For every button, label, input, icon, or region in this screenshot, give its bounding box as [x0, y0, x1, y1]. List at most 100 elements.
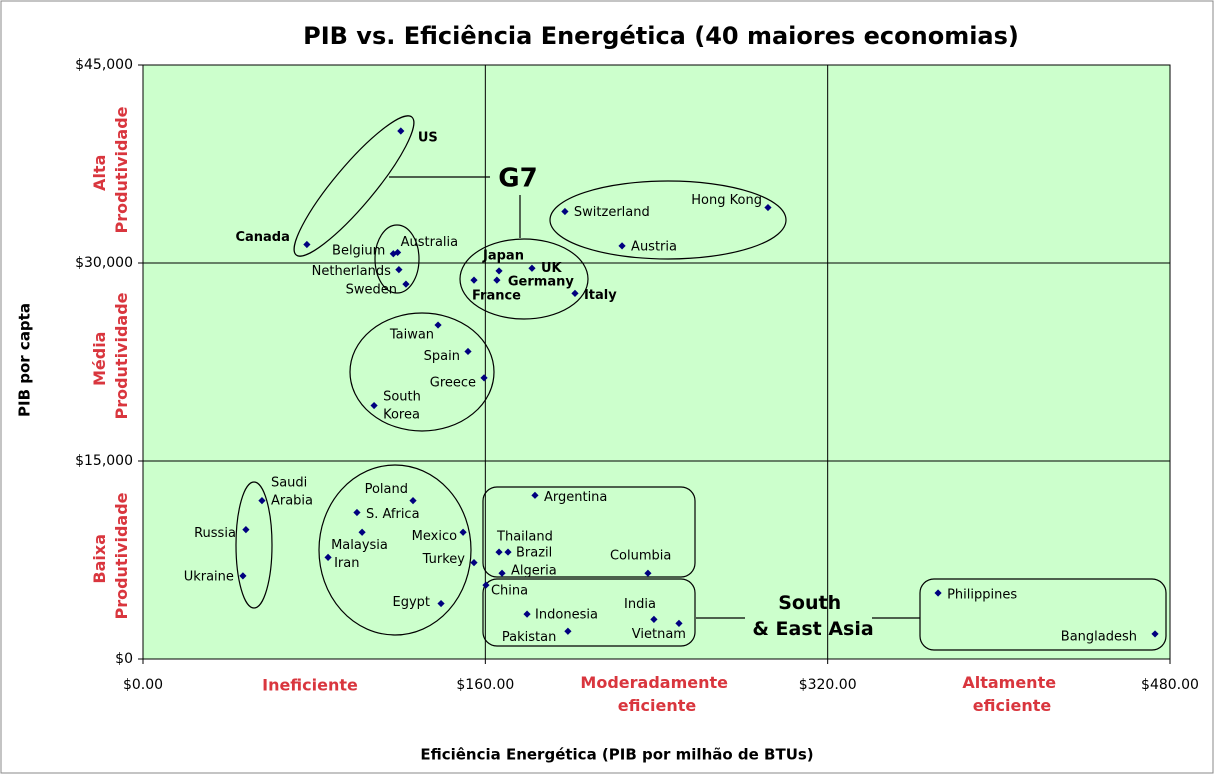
- point-label: Mexico: [412, 529, 457, 544]
- efficiency-label: Altamente eficiente: [962, 673, 1061, 715]
- point-label: Sweden: [346, 283, 397, 298]
- point-label: UK: [541, 261, 563, 276]
- point: [459, 528, 467, 536]
- productivity-label: Baixa Produtividade: [90, 492, 131, 619]
- outline: [293, 115, 415, 257]
- point: [437, 599, 445, 608]
- outline: [482, 578, 696, 647]
- x-tick-label: $160.00: [456, 677, 514, 693]
- point-label: Japan: [482, 248, 524, 263]
- point: [409, 497, 417, 505]
- point-label: Netherlands: [312, 264, 391, 279]
- point: [397, 127, 405, 135]
- point-label: South Korea: [383, 389, 425, 422]
- y-tick-label: $0: [115, 651, 133, 667]
- point: [394, 248, 402, 257]
- point: [495, 548, 503, 556]
- outline: [482, 486, 696, 578]
- point: [239, 572, 247, 580]
- point-label: Saudi Arabia: [271, 475, 313, 508]
- point: [402, 280, 410, 288]
- point-label: Vietnam: [632, 627, 686, 642]
- point: [324, 553, 332, 561]
- point: [493, 276, 501, 284]
- productivity-label: Média Produtividade: [90, 292, 131, 419]
- productivity-label: Alta Produtividade: [90, 106, 131, 233]
- point-label: Turkey: [422, 552, 466, 567]
- point-label: Greece: [430, 375, 476, 390]
- point: [395, 266, 403, 274]
- x-tick-label: $320.00: [799, 677, 857, 693]
- point: [564, 627, 572, 635]
- point-label: S. Africa: [366, 507, 420, 522]
- outline: [235, 481, 273, 609]
- point: [644, 569, 652, 577]
- point-label: India: [624, 597, 656, 612]
- point: [561, 207, 569, 216]
- point: [498, 569, 506, 577]
- point-label: Australia: [401, 235, 459, 250]
- point-label: Spain: [424, 349, 460, 364]
- point: [571, 289, 579, 297]
- point-label: Taiwan: [389, 328, 434, 343]
- outline: [459, 238, 589, 320]
- group-label: G7: [498, 164, 537, 194]
- point: [495, 267, 503, 275]
- outline: [374, 224, 420, 294]
- point: [370, 401, 378, 410]
- point: [504, 548, 512, 556]
- point-label: France: [472, 289, 521, 304]
- outline: [349, 312, 495, 432]
- point-label: Philippines: [947, 588, 1017, 603]
- outline: [549, 180, 787, 260]
- efficiency-label: Ineficiente: [262, 676, 358, 695]
- y-tick-label: $30,000: [75, 255, 133, 271]
- plot-area: [142, 64, 1171, 660]
- point: [531, 491, 539, 499]
- chart-title: PIB vs. Eficiência Energética (40 maiore…: [303, 22, 1019, 50]
- outline: [318, 464, 472, 636]
- point: [470, 559, 478, 567]
- point: [523, 610, 531, 618]
- point-label: Algeria: [511, 564, 557, 579]
- point: [482, 581, 490, 589]
- outline: [919, 578, 1167, 651]
- point-label: Thailand: [496, 530, 553, 545]
- point: [353, 508, 361, 517]
- point: [258, 497, 266, 505]
- point-label: Germany: [508, 275, 574, 290]
- point: [434, 321, 442, 329]
- point-label: Brazil: [516, 546, 552, 561]
- point-label: Argentina: [544, 490, 607, 505]
- point-label: Columbia: [610, 549, 671, 564]
- point: [650, 615, 658, 623]
- point: [358, 528, 366, 536]
- y-tick-label: $45,000: [75, 57, 133, 73]
- point-label: Poland: [365, 482, 408, 497]
- point: [470, 276, 478, 284]
- point-label: Pakistan: [502, 630, 556, 645]
- point: [934, 589, 942, 597]
- efficiency-label: Moderadamente eficiente: [580, 673, 733, 715]
- point-label: Russia: [194, 526, 236, 541]
- point: [303, 240, 311, 249]
- y-tick-label: $15,000: [75, 453, 133, 469]
- point-label: Italy: [584, 288, 617, 303]
- point-label: Malaysia: [331, 538, 388, 553]
- point-label: Ukraine: [184, 569, 234, 584]
- point: [675, 619, 683, 627]
- point: [242, 526, 250, 534]
- point-label: US: [418, 131, 438, 146]
- point-label: Austria: [631, 239, 677, 254]
- group-label: South & East Asia: [752, 592, 873, 640]
- point: [1151, 630, 1159, 638]
- x-axis-label: Eficiência Energética (PIB por milhão de…: [420, 746, 813, 764]
- point-label: Indonesia: [535, 608, 598, 623]
- x-tick-label: $0.00: [123, 677, 163, 693]
- point-label: China: [491, 584, 528, 599]
- group-outlines: [235, 115, 1167, 651]
- point: [389, 250, 397, 258]
- point-label: Egypt: [393, 595, 431, 610]
- point-label: Hong Kong: [691, 193, 762, 208]
- point-label: Switzerland: [574, 205, 650, 220]
